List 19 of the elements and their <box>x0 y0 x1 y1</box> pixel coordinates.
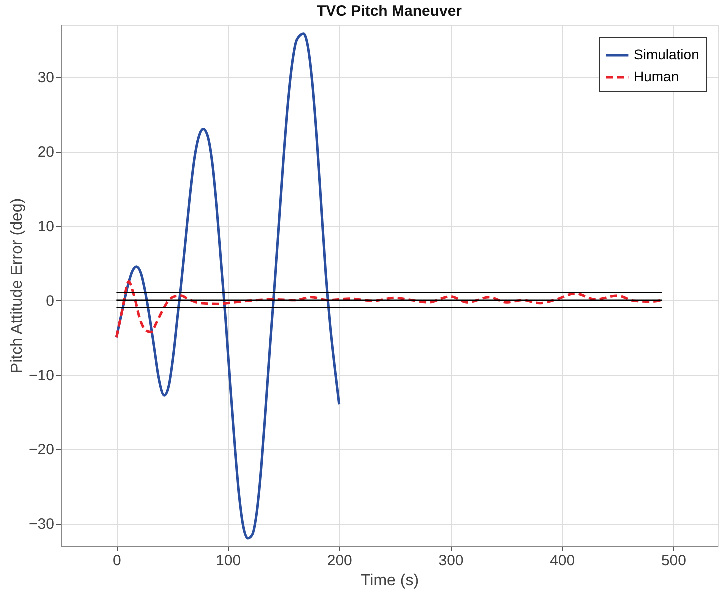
y-tick-label: 0 <box>46 292 54 310</box>
chart-title: TVC Pitch Maneuver <box>316 3 462 20</box>
x-axis-title: Time (s) <box>360 572 420 590</box>
legend-label: Simulation <box>634 46 700 62</box>
y-tick-label: −20 <box>29 442 54 459</box>
x-tick-label: 200 <box>327 552 352 570</box>
y-axis-title: Pitch Attitude Error (deg) <box>9 198 26 374</box>
y-tick-label: 30 <box>38 70 54 87</box>
y-tick-label: −30 <box>29 516 54 534</box>
y-tick-label: 10 <box>38 218 54 236</box>
x-tick-label: 100 <box>216 552 242 570</box>
y-tick-label: 20 <box>38 144 54 162</box>
x-tick-label: 0 <box>113 552 122 570</box>
x-tick-label: 500 <box>661 552 686 570</box>
legend-label: Human <box>634 68 680 84</box>
x-tick-label: 400 <box>550 552 576 570</box>
x-tick-label: 300 <box>438 552 464 570</box>
line-series <box>115 32 341 540</box>
y-tick-label: −10 <box>29 367 54 384</box>
